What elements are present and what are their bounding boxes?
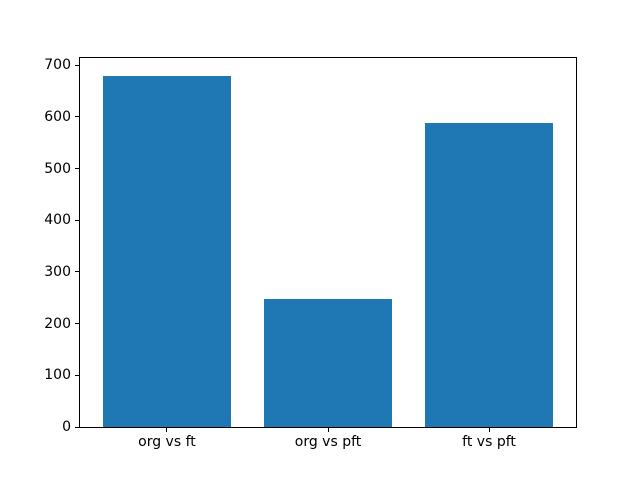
y-tick-mark bbox=[75, 219, 79, 221]
y-tick-label: 700 bbox=[44, 57, 71, 74]
y-tick-mark bbox=[75, 323, 79, 325]
x-tick-mark bbox=[327, 428, 329, 432]
x-tick-label: org vs ft bbox=[138, 434, 196, 450]
y-tick-label: 0 bbox=[62, 419, 71, 435]
y-tick-label: 300 bbox=[44, 263, 71, 280]
y-tick-mark bbox=[75, 116, 79, 118]
y-tick-mark bbox=[75, 271, 79, 273]
x-tick-mark bbox=[488, 428, 490, 432]
y-tick-mark bbox=[75, 426, 79, 428]
y-tick-label: 600 bbox=[44, 108, 71, 125]
y-tick-label: 500 bbox=[44, 160, 71, 177]
y-tick-label: 400 bbox=[44, 212, 71, 229]
y-tick-mark bbox=[75, 64, 79, 66]
y-tick-label: 200 bbox=[44, 315, 71, 332]
bar-3-ft-vs-pft bbox=[424, 123, 554, 427]
bar-2-org-vs-pft bbox=[263, 298, 393, 427]
bar-1-org-vs-ft bbox=[102, 75, 232, 427]
plot-area bbox=[79, 57, 577, 428]
x-tick-mark bbox=[166, 428, 168, 432]
x-tick-label: ft vs pft bbox=[462, 434, 516, 450]
y-tick-label: 100 bbox=[44, 367, 71, 384]
y-tick-mark bbox=[75, 374, 79, 376]
y-tick-mark bbox=[75, 168, 79, 170]
x-tick-label: org vs pft bbox=[294, 434, 362, 450]
